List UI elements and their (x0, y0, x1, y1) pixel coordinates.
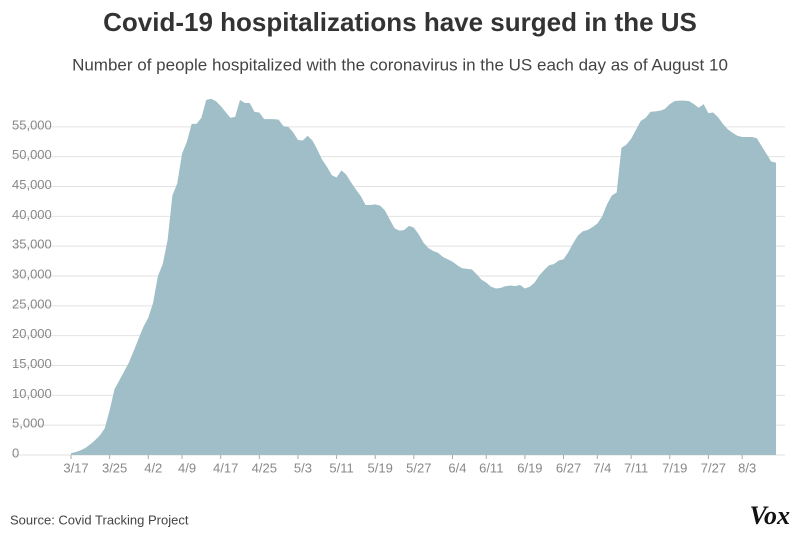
x-tick-label: 5/3 (294, 460, 312, 475)
y-tick-label: 50,000 (12, 147, 52, 162)
y-tick-label: 40,000 (12, 207, 52, 222)
x-tick-label: 5/11 (329, 460, 353, 475)
x-tick-label: 4/2 (144, 460, 162, 475)
x-tick-label: 4/17 (213, 460, 238, 475)
chart-subtitle: Number of people hospitalized with the c… (72, 55, 728, 74)
y-tick-label: 35,000 (12, 237, 52, 252)
source: Source: Covid Tracking Project (10, 512, 189, 527)
x-tick-label: 4/9 (178, 460, 196, 475)
x-tick-label: 5/27 (406, 460, 431, 475)
x-tick-label: 4/25 (252, 460, 277, 475)
x-tick-label: 8/3 (738, 460, 756, 475)
x-tick-label: 6/4 (448, 460, 466, 475)
y-tick-label: 10,000 (12, 386, 52, 401)
y-tick-label: 55,000 (12, 117, 52, 132)
x-tick-label: 7/19 (662, 460, 687, 475)
x-tick-label: 5/19 (368, 460, 393, 475)
y-tick-label: 30,000 (12, 266, 52, 281)
x-tick-label: 7/4 (593, 460, 611, 475)
y-tick-label: 15,000 (12, 356, 52, 371)
logo: Vox (750, 501, 790, 530)
y-tick-label: 20,000 (12, 326, 52, 341)
chart-title: Covid-19 hospitalizations have surged in… (103, 7, 697, 37)
x-tick-label: 3/25 (102, 460, 127, 475)
x-tick-label: 6/11 (479, 460, 503, 475)
x-tick-label: 7/11 (624, 460, 648, 475)
y-tick-label: 0 (12, 445, 19, 460)
y-tick-label: 25,000 (12, 296, 52, 311)
x-tick-label: 3/17 (63, 460, 88, 475)
area (71, 98, 776, 455)
y-tick-label: 5,000 (12, 416, 45, 431)
y-tick-label: 45,000 (12, 177, 52, 192)
x-tick-label: 7/27 (701, 460, 726, 475)
x-tick-label: 6/19 (517, 460, 542, 475)
x-tick-label: 6/27 (556, 460, 581, 475)
